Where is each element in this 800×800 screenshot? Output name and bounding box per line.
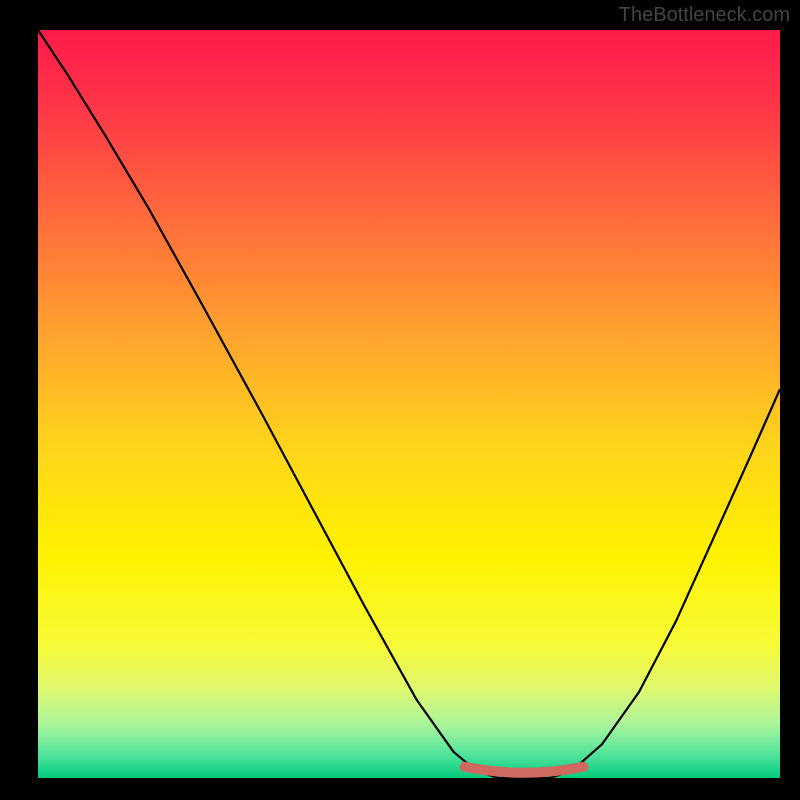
gradient-background	[38, 30, 780, 778]
bottleneck-plot	[38, 30, 780, 778]
watermark-text: TheBottleneck.com	[619, 4, 790, 27]
